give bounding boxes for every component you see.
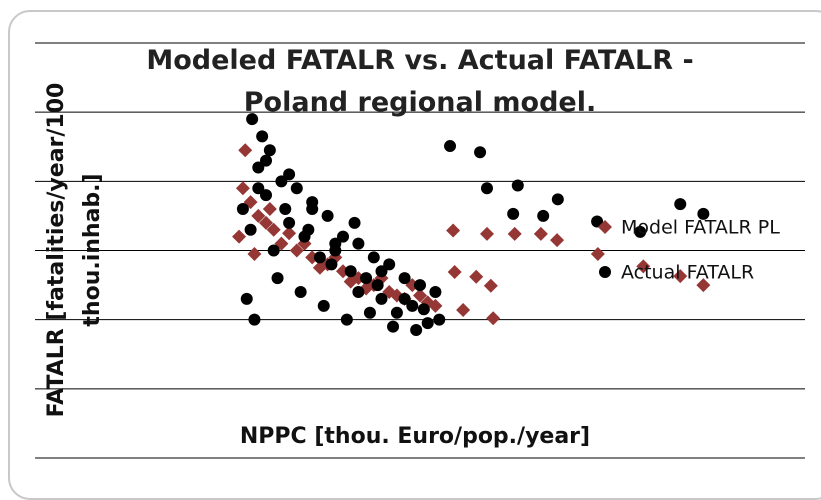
data-point — [352, 286, 365, 298]
data-point — [329, 237, 342, 250]
data-point — [275, 175, 288, 188]
data-point — [343, 274, 358, 289]
data-point — [371, 279, 384, 292]
data-point — [674, 198, 687, 211]
data-point — [383, 258, 396, 271]
data-point — [590, 246, 605, 261]
data-point — [446, 223, 461, 238]
data-point — [429, 286, 442, 298]
data-point — [313, 251, 326, 264]
chart: Model FATALR PL Actual FATALR — [35, 42, 805, 459]
data-point — [260, 189, 272, 202]
data-point — [410, 324, 423, 337]
data-point — [260, 154, 272, 167]
data-point — [235, 181, 250, 196]
data-point — [480, 182, 493, 195]
legend-label: Actual FATALR — [621, 262, 754, 284]
data-point — [244, 223, 257, 236]
data-point — [321, 209, 334, 222]
data-point — [360, 272, 373, 285]
data-point — [507, 207, 520, 220]
data-point — [375, 292, 388, 305]
data-point — [551, 193, 564, 206]
data-point — [246, 113, 259, 126]
data-point — [390, 306, 403, 319]
data-point — [294, 286, 307, 298]
data-point — [433, 313, 446, 326]
y-axis-label: FATALR [fatalities/year/100 thou.inhab.] — [44, 82, 105, 418]
data-point — [469, 269, 484, 284]
data-point — [474, 146, 487, 159]
data-point — [236, 203, 249, 215]
data-point — [279, 203, 292, 215]
legend-label: Model FATALR PL — [621, 217, 780, 239]
data-point — [486, 311, 501, 326]
data-point — [271, 272, 284, 285]
legend-marker — [598, 220, 612, 234]
data-point — [352, 237, 365, 250]
data-point — [283, 216, 296, 229]
data-point — [282, 226, 297, 241]
data-point — [252, 182, 265, 195]
data-point — [283, 168, 296, 181]
data-point — [259, 215, 273, 230]
data-point — [252, 161, 265, 174]
data-point — [289, 243, 304, 258]
data-point — [479, 226, 494, 241]
data-point — [634, 225, 647, 238]
data-point — [447, 264, 462, 279]
data-point — [550, 233, 565, 248]
data-point — [507, 226, 522, 241]
data-point — [348, 216, 361, 229]
chart-title: Modeled FATALR vs. Actual FATALR - Polan… — [146, 45, 694, 118]
data-point — [306, 203, 319, 215]
data-point — [302, 223, 315, 236]
data-point — [533, 226, 548, 241]
data-point — [417, 303, 430, 316]
data-point — [591, 215, 604, 228]
data-point — [537, 209, 550, 222]
data-point — [232, 229, 247, 244]
legend-marker — [599, 266, 611, 278]
data-point — [325, 258, 338, 271]
data-point — [406, 299, 419, 312]
data-point — [398, 292, 411, 305]
data-point — [363, 306, 376, 319]
data-point — [511, 179, 524, 192]
data-point — [256, 130, 269, 143]
data-point — [266, 222, 281, 237]
data-point — [398, 272, 411, 285]
x-axis-label: NPPC [thou. Euro/pop./year] — [239, 424, 591, 449]
data-point — [367, 251, 380, 264]
data-point — [696, 278, 711, 293]
data-point — [238, 143, 253, 158]
data-point — [483, 278, 498, 293]
data-point — [290, 182, 303, 195]
data-point — [337, 230, 349, 243]
data-point — [636, 259, 651, 274]
data-point — [413, 288, 427, 303]
data-point — [312, 260, 327, 275]
data-point — [375, 265, 388, 278]
data-point — [421, 317, 434, 330]
data-point — [262, 202, 277, 216]
data-point — [456, 302, 471, 317]
data-point — [673, 269, 688, 284]
data-point — [317, 299, 330, 312]
data-point — [414, 279, 426, 292]
data-point — [387, 320, 400, 333]
data-point — [263, 144, 276, 157]
data-point — [444, 140, 457, 153]
data-point — [697, 207, 710, 220]
data-point — [248, 313, 261, 326]
data-point — [240, 292, 253, 305]
data-point — [344, 265, 357, 278]
data-point — [267, 244, 280, 257]
data-point — [247, 246, 262, 261]
data-point — [340, 313, 353, 326]
data-point — [251, 208, 266, 223]
page: Model FATALR PL Actual FATALR Modeled FAT… — [8, 10, 821, 500]
